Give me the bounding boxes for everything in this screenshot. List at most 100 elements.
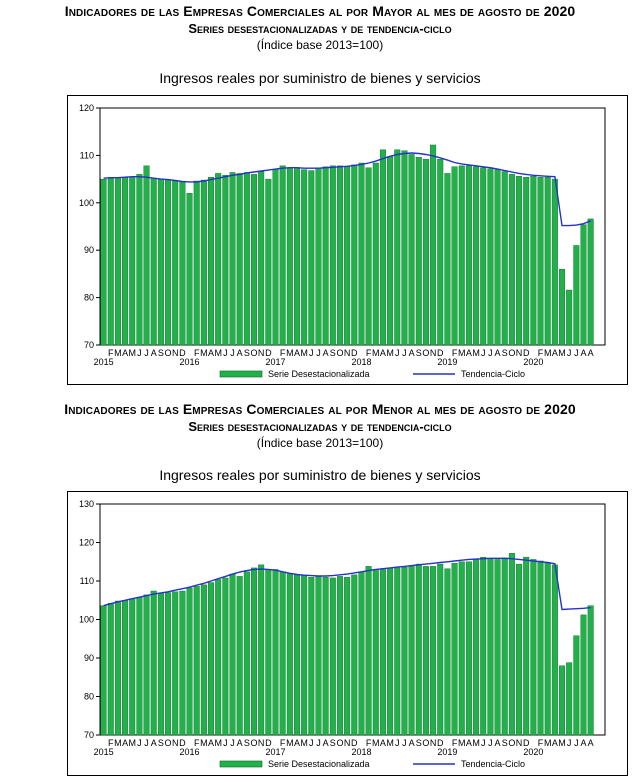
x-month-label: J — [223, 738, 228, 748]
x-month-label: F — [108, 738, 114, 748]
x-month-label: D — [265, 738, 272, 748]
data-bar — [394, 567, 401, 736]
data-bar — [387, 567, 394, 736]
x-month-label: D — [351, 348, 358, 358]
data-bar — [308, 576, 315, 736]
data-bar — [329, 165, 336, 346]
x-month-label: D — [523, 348, 530, 358]
data-bar — [293, 574, 300, 736]
x-month-label: M — [472, 738, 480, 748]
chart1-title: Ingresos reales por suministro de bienes… — [159, 70, 481, 86]
data-bar — [315, 167, 322, 346]
data-bar — [265, 569, 272, 736]
x-month-label: N — [516, 348, 523, 358]
x-month-label: F — [452, 738, 458, 748]
x-month-label: A — [151, 738, 157, 748]
data-bar — [208, 177, 215, 346]
x-year-label: 2017 — [265, 747, 285, 757]
data-bar — [272, 569, 279, 736]
x-month-label: J — [230, 738, 235, 748]
data-bar — [208, 582, 215, 736]
data-bar — [587, 218, 594, 346]
x-month-label: J — [316, 348, 321, 358]
x-month-label: F — [538, 738, 544, 748]
legend-bar-swatch — [219, 370, 263, 378]
x-month-label: J — [481, 348, 486, 358]
data-bar — [222, 577, 229, 736]
y-tick-label: 90 — [84, 653, 94, 663]
data-bar — [580, 224, 587, 346]
trend-line — [103, 152, 591, 227]
x-month-label: N — [344, 738, 351, 748]
chart1-subheading: Series desestacionalizadas y de tendenci… — [188, 21, 452, 36]
data-bar — [516, 176, 523, 346]
data-bar — [286, 573, 293, 736]
data-bar — [487, 558, 494, 736]
x-year-label: 2019 — [437, 747, 457, 757]
data-bar — [444, 173, 451, 346]
y-tick-label: 80 — [84, 692, 94, 702]
y-tick-label: 120 — [79, 538, 94, 548]
data-bar — [114, 600, 121, 736]
data-bar — [308, 170, 315, 346]
data-bar — [494, 559, 501, 736]
data-bar — [344, 576, 351, 736]
x-year-label: 2016 — [180, 747, 200, 757]
data-bar — [114, 177, 121, 346]
data-bar — [379, 569, 386, 736]
x-month-label: A — [323, 348, 329, 358]
data-bar — [229, 573, 236, 736]
x-month-label: M — [558, 738, 566, 748]
data-bar — [437, 563, 444, 736]
data-bar — [229, 172, 236, 346]
x-month-label: M — [386, 738, 394, 748]
x-month-label: A — [581, 348, 587, 358]
x-month-label: F — [194, 738, 200, 748]
data-bar — [251, 567, 258, 736]
x-month-label: J — [567, 348, 572, 358]
x-month-label: A — [588, 738, 594, 748]
x-month-label: M — [114, 738, 122, 748]
legend-trend-label: Tendencia-Ciclo — [461, 369, 525, 379]
data-bar — [322, 576, 329, 736]
x-year-label: 2018 — [351, 747, 371, 757]
legend-bar-label: Serie Desestacionalizada — [268, 369, 370, 379]
x-month-label: F — [108, 348, 114, 358]
x-month-label: M — [200, 738, 208, 748]
data-bar — [200, 584, 207, 736]
x-month-label: D — [437, 738, 444, 748]
y-tick-label: 70 — [84, 730, 94, 740]
x-month-label: S — [502, 738, 508, 748]
x-year-label: 2016 — [180, 357, 200, 367]
x-month-label: N — [430, 738, 437, 748]
data-bar — [215, 579, 222, 736]
data-bar — [236, 576, 243, 736]
trend-line — [103, 557, 591, 611]
data-bar — [107, 177, 114, 346]
data-bar — [422, 158, 429, 346]
x-month-label: O — [508, 348, 515, 358]
data-bar — [523, 177, 530, 346]
x-month-label: J — [481, 738, 486, 748]
data-bar — [365, 566, 372, 736]
data-bar — [566, 289, 573, 346]
data-bar — [379, 149, 386, 346]
x-month-label: O — [250, 348, 257, 358]
data-bar — [430, 144, 437, 346]
data-bar — [236, 173, 243, 346]
data-bar — [487, 168, 494, 346]
data-bar — [258, 171, 265, 346]
data-bar — [530, 176, 537, 346]
data-bar — [430, 566, 437, 736]
x-month-label: N — [172, 738, 179, 748]
data-bar — [401, 566, 408, 736]
x-month-label: M — [472, 348, 480, 358]
x-month-label: M — [372, 348, 380, 358]
x-month-label: A — [151, 348, 157, 358]
data-bar — [243, 172, 250, 346]
x-month-label: O — [422, 348, 429, 358]
data-bar — [408, 566, 415, 736]
x-month-label: J — [144, 348, 149, 358]
x-year-label: 2018 — [351, 357, 371, 367]
data-bar — [358, 162, 365, 346]
